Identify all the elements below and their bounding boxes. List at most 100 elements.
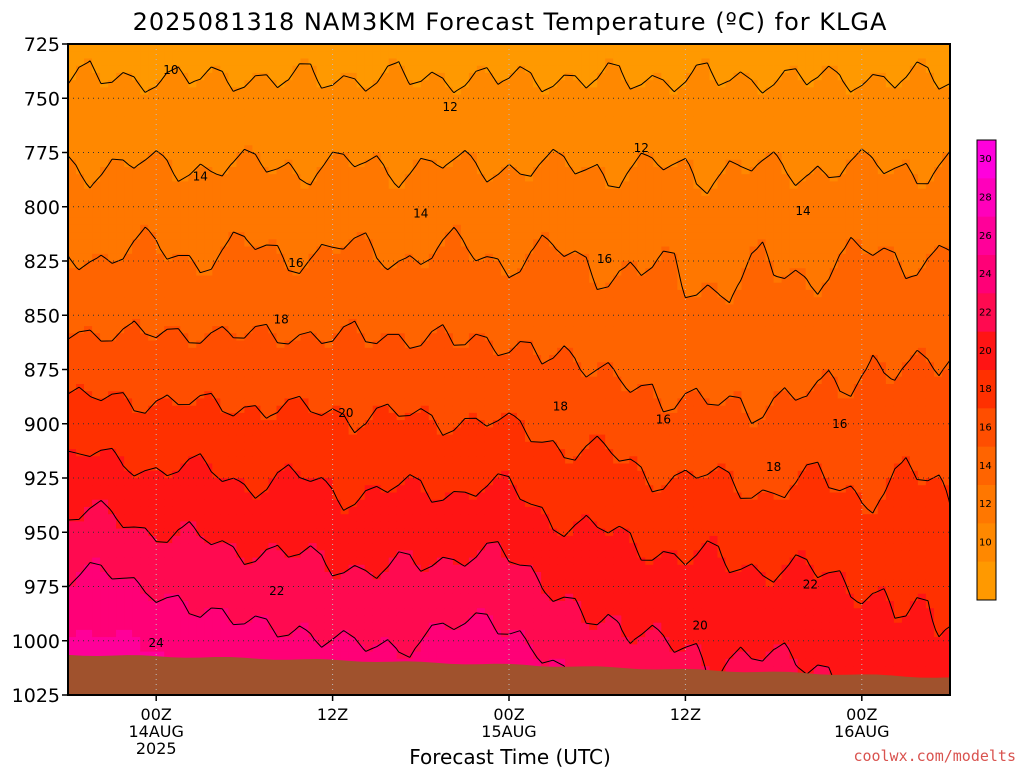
temperature-cell [428,51,438,59]
temperature-cell [236,506,245,515]
temperature-cell [164,116,173,125]
temperature-cell [204,340,213,349]
temperature-cell [444,405,454,414]
temperature-cell [116,376,125,385]
temperature-cell [228,492,237,501]
temperature-cell [116,109,125,117]
temperature-cell [340,543,350,551]
temperature-cell [276,391,286,399]
temperature-cell [228,579,237,588]
temperature-cell [380,174,390,182]
temperature-cell [340,246,350,255]
temperature-cell [124,441,133,450]
temperature-cell [348,65,358,74]
temperature-cell [364,289,374,298]
temperature-cell [501,506,510,515]
temperature-cell [228,138,237,146]
temperature-cell [236,181,245,190]
temperature-cell [509,246,518,255]
temperature-cell [268,384,278,392]
temperature-cell [356,420,366,428]
temperature-cell [420,87,430,96]
temperature-cell [493,289,502,298]
temperature-cell [180,441,189,450]
temperature-cell [236,347,245,356]
temperature-cell [436,449,446,457]
temperature-cell [244,593,253,602]
temperature-cell [68,586,77,595]
temperature-cell [420,622,430,631]
temperature-cell [300,65,310,74]
temperature-cell [292,210,302,219]
temperature-cell [148,384,157,392]
temperature-cell [396,130,406,139]
temperature-cell [316,651,326,660]
temperature-cell [412,174,422,182]
temperature-cell [412,326,422,334]
temperature-cell [396,210,406,219]
temperature-cell [436,275,446,284]
temperature-cell [380,246,390,255]
temperature-cell [156,217,165,226]
temperature-cell [188,333,197,342]
temperature-cell [292,145,302,154]
temperature-cell [108,441,117,450]
temperature-cell [380,521,390,530]
temperature-cell [332,622,342,631]
temperature-cell [228,203,237,211]
temperature-cell [412,615,422,624]
temperature-cell [252,391,261,399]
temperature-cell [156,449,165,457]
temperature-cell [68,398,77,407]
temperature-cell [316,369,326,378]
temperature-cell [260,369,269,378]
temperature-cell [436,261,446,269]
temperature-cell [308,268,318,276]
temperature-cell [340,427,350,436]
temperature-cell [501,347,510,356]
temperature-cell [452,434,462,443]
temperature-cell [148,232,157,240]
temperature-cell [380,87,390,96]
temperature-cell [188,434,197,443]
temperature-cell [380,492,390,501]
temperature-cell [380,376,390,385]
temperature-cell [284,188,294,197]
temperature-cell [260,275,269,284]
temperature-cell [484,138,494,146]
temperature-cell [148,593,157,602]
temperature-cell [116,478,125,486]
temperature-cell [460,261,470,269]
temperature-cell [92,152,101,161]
temperature-cell [164,579,173,588]
temperature-cell [460,159,470,168]
temperature-cell [204,485,213,493]
temperature-cell [180,651,189,660]
temperature-cell [372,427,382,436]
temperature-cell [76,44,85,52]
temperature-cell [164,261,173,269]
temperature-cell [292,492,302,501]
temperature-cell [332,550,342,559]
temperature-cell [244,65,253,74]
temperature-cell [172,564,181,573]
temperature-cell [196,434,205,443]
temperature-cell [420,123,430,132]
temperature-cell [188,622,197,631]
temperature-cell [396,478,406,486]
temperature-cell [252,116,261,125]
temperature-cell [308,174,318,182]
temperature-cell [220,579,229,588]
temperature-cell [444,485,454,493]
temperature-cell [92,159,101,168]
temperature-cell [116,275,125,284]
temperature-cell [148,550,157,559]
temperature-cell [228,608,237,616]
temperature-cell [484,492,494,501]
temperature-cell [228,456,237,465]
temperature-cell [220,506,229,515]
temperature-cell [324,615,334,624]
temperature-cell [92,355,101,363]
temperature-cell [332,456,342,465]
temperature-cell [356,130,366,139]
